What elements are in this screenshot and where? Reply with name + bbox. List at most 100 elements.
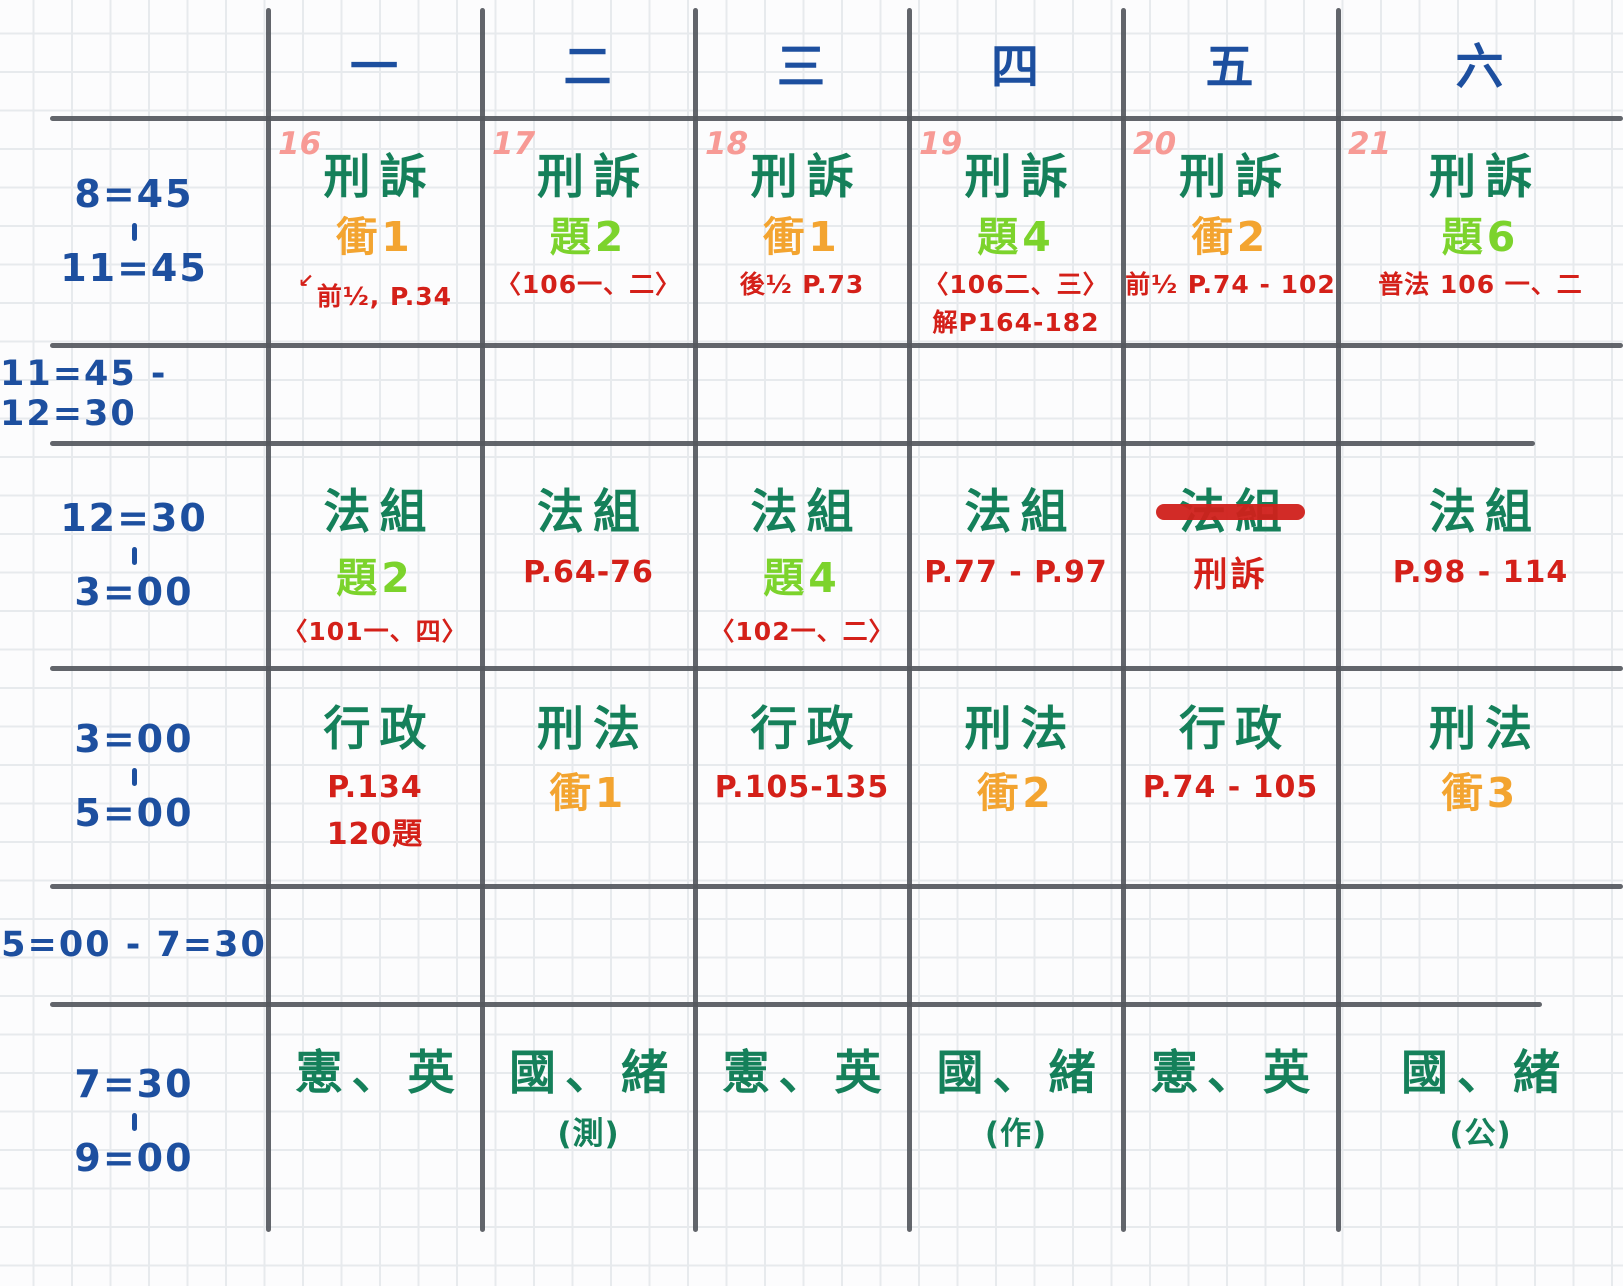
date-label: 16 [278, 126, 322, 162]
cell-text: 衝2 [977, 768, 1055, 817]
cell-text: 普法 106 一、二 [1378, 269, 1583, 299]
cell-text: 刑訴 [1193, 554, 1268, 595]
grid-line-horizontal [50, 116, 1623, 121]
cell-text: P.77 - P.97 [924, 554, 1108, 590]
grid-line-vertical [693, 8, 698, 1232]
schedule-cell-r5c6 [1338, 886, 1623, 1004]
cell-text: 題4 [977, 212, 1055, 261]
cell-text: 刑訴 [1429, 150, 1541, 205]
time-range-dash [131, 1113, 137, 1131]
cell-text: 衝3 [1441, 768, 1520, 817]
schedule-cell-r2c4 [909, 345, 1123, 443]
cell-text: 行政 [750, 702, 863, 757]
cell-text: 解P164-182 [932, 307, 1100, 337]
cell-text: 國、緒 [936, 1046, 1105, 1101]
cell-text: 題4 [763, 553, 841, 602]
cell-text: 法組 [1429, 485, 1541, 540]
cell-text: 憲、英 [722, 1046, 891, 1101]
cell-text: 衝2 [1191, 212, 1270, 261]
cell-text: P.134 [327, 769, 423, 805]
cell-text: 刑法 [1429, 702, 1541, 757]
cell-text: 法組 [750, 485, 863, 540]
schedule-cell-r3c4: 法組 P.77 - P.97 [909, 443, 1123, 668]
schedule-cell-r6c6: 國、緒 (公) [1338, 1004, 1623, 1240]
schedule-cell-r3c1: 法組 題2 〈101一、四〉 [268, 443, 482, 668]
day-header-2: 二 [563, 39, 614, 95]
date-label: 21 [1348, 126, 1392, 162]
cell-text: 法組 [323, 485, 436, 540]
date-label: 17 [492, 126, 536, 162]
cell-text: P.105-135 [714, 769, 890, 805]
schedule-cell-r1c3: 刑訴衝1 後½ P.73 [695, 118, 909, 345]
cell-text: 刑訴 [537, 150, 649, 205]
cell-text: 國、緒 [1401, 1046, 1569, 1101]
time-text: 9=00 [74, 1136, 194, 1180]
time-text: 3=00 [74, 717, 194, 762]
time-text: 12=30 [60, 495, 208, 540]
time-slot-label: 5=00 - 7=30 [0, 886, 268, 1004]
time-text: 5=00 - 7=30 [1, 924, 267, 965]
schedule-cell-r5c2 [482, 886, 695, 1004]
cell-text: (測) [557, 1115, 620, 1152]
schedule-cell-r4c5: 行政 P.74 - 105 [1123, 668, 1338, 886]
cell-text: (公) [1449, 1115, 1512, 1152]
time-slot-label: 12=30 3=00 [0, 443, 268, 668]
schedule-cell-r2c2 [482, 345, 695, 443]
schedule-cell-r1c6: 刑訴題6 普法 106 一、二 [1338, 118, 1623, 345]
cell-text: 衝1 [763, 212, 841, 261]
cell-text: 前½ P.74 - 102 [1125, 269, 1336, 299]
schedule-cell-r4c3: 行政 P.105-135 [695, 668, 909, 886]
schedule-cell-r3c3: 法組題4 〈102一、二〉 [695, 443, 909, 668]
schedule-cell-r6c4: 國、緒 (作) [909, 1004, 1123, 1240]
cell-text: 國、緒 [509, 1046, 677, 1101]
grid-line-horizontal [50, 666, 1623, 671]
schedule-cell-r4c2: 刑法 衝1 [482, 668, 695, 886]
schedule-cell-r2c3 [695, 345, 909, 443]
schedule-cell-r2c6 [1338, 345, 1623, 443]
schedule-cell-r1c2: 刑訴題2 〈106一、二〉 [482, 118, 695, 345]
schedule-cell-r5c4 [909, 886, 1123, 1004]
cell-text: 刑訴 [750, 150, 863, 205]
schedule-cell-r6c2: 國、緒 (測) [482, 1004, 695, 1240]
grid-line-horizontal [50, 1002, 1542, 1007]
day-header-4: 四 [990, 39, 1041, 95]
schedule-cell-r4c4: 刑法衝2 [909, 668, 1123, 886]
schedule-cell-r4c1: 行政 P.134 120題 [268, 668, 482, 886]
time-range-dash [131, 546, 137, 565]
schedule-cell-r3c5: 法組 刑訴 [1123, 443, 1338, 668]
cell-text: 刑訴 [964, 150, 1077, 205]
cell-text: ↙前½, P.34 [297, 269, 453, 311]
time-text: 8=45 [74, 171, 194, 216]
grid-line-horizontal [50, 884, 1623, 889]
cell-text: 120題 [326, 817, 424, 853]
cell-text: 後½ P.73 [739, 269, 865, 299]
schedule-cell-r6c5: 憲、英 [1123, 1004, 1338, 1240]
time-slot-label: 7=30 9=00 [0, 1004, 268, 1240]
cell-text: 〈102一、二〉 [709, 616, 895, 646]
cell-text: 行政 [323, 702, 436, 757]
date-label: 20 [1133, 126, 1177, 162]
schedule-cell-r1c1: 刑訴 衝1 ↙前½, P.34 [268, 118, 482, 345]
day-header-5: 五 [1205, 39, 1256, 95]
grid-line-vertical [1121, 8, 1126, 1232]
time-text: 7=30 [74, 1062, 194, 1107]
cell-text: 題2 [549, 212, 628, 261]
cell-text: 刑法 [537, 702, 649, 757]
schedule-cell-r3c2: 法組 P.64-76 [482, 443, 695, 668]
cell-text: 〈106一、二〉 [495, 269, 682, 299]
time-text: 3=00 [74, 569, 194, 614]
schedule-cell-r5c3 [695, 886, 909, 1004]
cell-text: P.98 - 114 [1392, 554, 1569, 590]
schedule-cell-r2c5 [1123, 345, 1338, 443]
cell-text: 刑法 [964, 702, 1077, 757]
arrow-mark: ↙ [297, 269, 314, 292]
cell-text: 〈106二、三〉 [923, 269, 1109, 299]
time-text: 11=45 [60, 245, 208, 290]
grid-line-vertical [907, 8, 912, 1232]
cell-text: 題6 [1441, 212, 1520, 261]
grid-line-vertical [1336, 8, 1341, 1232]
cell-text: 題2 [336, 553, 414, 602]
cell-text: 衝1 [336, 212, 414, 261]
cell-text: (作) [984, 1115, 1048, 1152]
schedule-cell-r1c4: 刑訴題4 〈106二、三〉 解P164-182 [909, 118, 1123, 345]
